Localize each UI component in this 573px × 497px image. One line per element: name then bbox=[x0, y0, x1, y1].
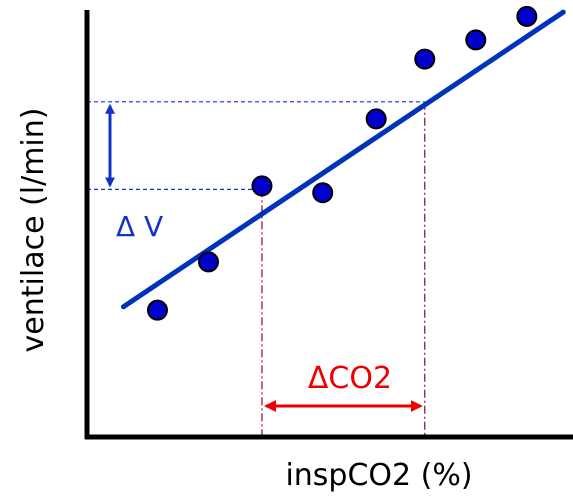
y-axis-label: ventilace (l/min) bbox=[16, 108, 51, 353]
fit-line bbox=[120, 9, 566, 310]
fit-line-group bbox=[120, 9, 566, 310]
guide-lines bbox=[87, 101, 426, 437]
data-point-2 bbox=[198, 251, 219, 273]
delta-co2-label: ΔCO2 bbox=[308, 361, 392, 396]
data-point-5 bbox=[365, 108, 387, 130]
axes bbox=[84, 10, 573, 440]
x-axis-label: inspCO2 (%) bbox=[285, 458, 472, 493]
data-point-6 bbox=[414, 48, 436, 70]
delta-v-label: Δ V bbox=[116, 210, 163, 243]
data-point-7 bbox=[465, 29, 487, 51]
data-points bbox=[146, 5, 538, 321]
data-point-4 bbox=[312, 182, 334, 204]
data-point-8 bbox=[516, 5, 538, 27]
data-point-1 bbox=[146, 299, 168, 321]
annotations bbox=[105, 103, 423, 412]
data-point-3 bbox=[251, 175, 273, 197]
